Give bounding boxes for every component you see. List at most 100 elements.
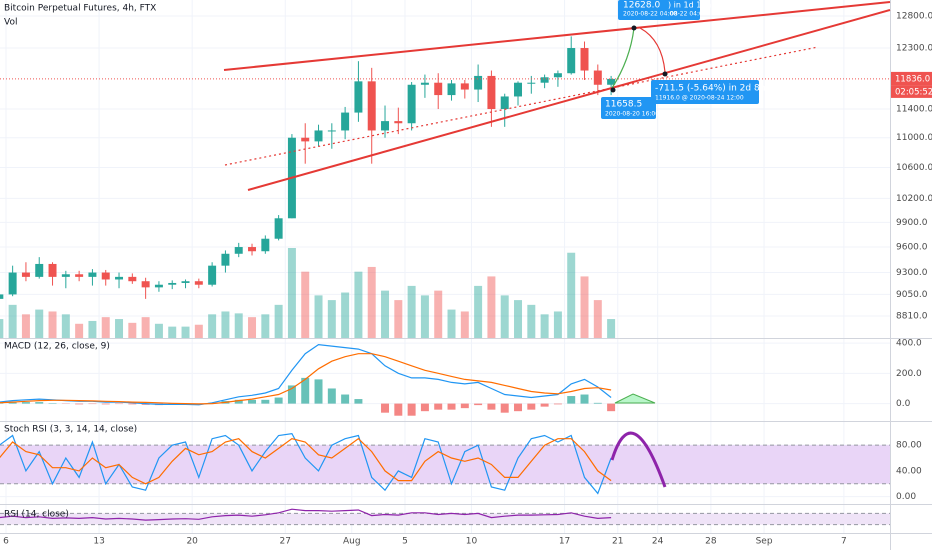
volume-bar (221, 311, 230, 338)
volume-bar (434, 290, 443, 338)
candle-body (115, 276, 124, 280)
volume-bar (61, 314, 70, 338)
axes: 12800.012300.011400.011000.010600.010200… (3, 12, 932, 547)
histogram-bar (394, 403, 403, 416)
volume-bar (460, 311, 469, 338)
candle-body (8, 272, 17, 295)
histogram-bar (274, 397, 283, 404)
candle-body (168, 282, 177, 285)
candle-body (0, 294, 4, 299)
volume-bar (487, 276, 496, 338)
candle-body (527, 82, 536, 84)
candle-body (75, 274, 84, 277)
x-tick-label: Sep (756, 537, 773, 547)
histogram-bar (8, 402, 17, 404)
volume-bar (381, 290, 390, 338)
rsi-title: RSI (14, close) (4, 510, 69, 520)
candle-body (367, 81, 376, 131)
candle-body (154, 284, 163, 288)
candle-body (221, 253, 230, 266)
histogram-bar (474, 403, 483, 406)
volume-bar (248, 317, 257, 338)
y-tick-label: 9900.0 (896, 218, 928, 228)
candle-body (381, 121, 390, 131)
volume-bar (21, 314, 30, 338)
candle-body (407, 84, 416, 124)
x-tick-label: 21 (612, 537, 623, 547)
target-time-span: ) in 1d 12h (668, 1, 711, 10)
candle-body (540, 77, 549, 83)
histogram-bar (487, 403, 496, 410)
y-tick-label: 80.00 (896, 441, 922, 451)
y-tick-label: 40.00 (896, 466, 922, 476)
x-tick-label: 28 (705, 537, 717, 547)
volume-bar (168, 326, 177, 338)
volume-bar (580, 276, 589, 338)
x-tick-label: 27 (280, 537, 291, 547)
histogram-bar (514, 403, 523, 412)
candle-body (580, 48, 589, 71)
y-tick-label: 11400.0 (896, 105, 932, 115)
histogram-bar (407, 403, 416, 416)
histogram-bar (540, 403, 549, 407)
candle-body (35, 263, 44, 277)
volume-bar (287, 248, 296, 338)
histogram-bar (354, 399, 363, 404)
volume-bar (154, 323, 163, 338)
histogram-bar (434, 403, 443, 410)
histogram-bar (314, 379, 323, 404)
histogram-bar (447, 403, 456, 410)
x-tick-label: Aug (343, 537, 361, 547)
volume-bar (48, 311, 57, 338)
volume-bar (354, 271, 363, 338)
candle-body (128, 276, 137, 282)
volume-bar (367, 266, 376, 338)
histogram-bar (35, 402, 44, 404)
volume-bar (301, 271, 310, 338)
y-tick-label: 10200.0 (896, 194, 932, 204)
macd-pane (0, 343, 616, 416)
histogram-bar (234, 399, 243, 404)
candle-body (194, 281, 203, 285)
candle-body (593, 70, 602, 85)
candle-body (354, 81, 363, 113)
histogram-bar (607, 403, 616, 412)
volume-label: Vol (4, 18, 17, 28)
volume-bar (341, 292, 350, 338)
histogram-bar (101, 403, 110, 405)
candle-body (141, 281, 150, 288)
volume-bar (514, 300, 523, 338)
stoch-title: Stoch RSI (3, 3, 14, 14, close) (4, 425, 137, 435)
candle-body (460, 83, 469, 90)
band (0, 513, 890, 525)
volume-bar (593, 300, 602, 338)
histogram-bar (381, 403, 390, 413)
histogram-bar (248, 399, 257, 404)
histogram-bar (128, 403, 137, 405)
histogram-bar (593, 402, 602, 404)
volume-bar (327, 300, 336, 338)
candle-body (487, 75, 496, 110)
volume-bar (540, 314, 549, 338)
target-time: 08-22 04:00 (670, 11, 707, 18)
target-date: 2020-08-22 04:00 (623, 11, 677, 18)
candle-body (553, 73, 562, 78)
histogram-bar (327, 388, 336, 404)
series-line (0, 353, 612, 405)
x-tick-label: 20 (186, 537, 198, 547)
candle-body (607, 78, 616, 85)
x-tick-label: 13 (93, 537, 104, 547)
volume-bar (474, 285, 483, 338)
volume-bar (194, 324, 203, 338)
y-tick-label: 400.0 (896, 339, 922, 349)
histogram-bar (567, 396, 576, 404)
candle-body (61, 274, 70, 277)
series-line (0, 432, 612, 495)
candle-body (314, 130, 323, 142)
candle-body (500, 96, 509, 110)
histogram-bar (341, 394, 350, 404)
candle-body (274, 218, 283, 239)
countdown-badge (891, 85, 932, 98)
candle-body (327, 130, 336, 132)
y-tick-label: 12800.0 (896, 12, 932, 22)
